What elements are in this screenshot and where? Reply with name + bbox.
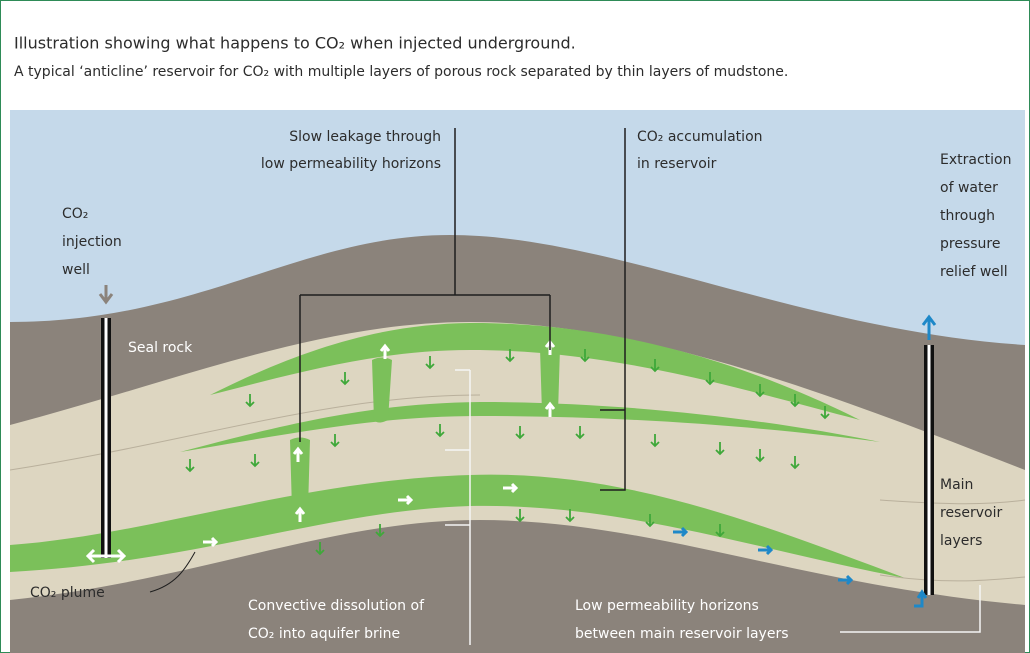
co2-lower — [10, 474, 905, 578]
arrow — [250, 454, 260, 468]
label: reservoir — [940, 505, 1002, 521]
arrow — [758, 544, 774, 556]
label: in reservoir — [637, 156, 717, 172]
arrow — [790, 394, 800, 408]
arrow — [715, 524, 725, 538]
label: Low permeability horizons — [575, 598, 759, 614]
leader-line — [445, 369, 471, 645]
caption-subtitle: A typical ‘anticline’ reservoir for CO₂ … — [14, 64, 788, 80]
relief-well — [914, 314, 937, 608]
label: CO₂ into aquifer brine — [248, 626, 400, 642]
arrow — [705, 372, 715, 386]
arrow — [755, 384, 765, 398]
arrow — [515, 509, 525, 523]
arrow — [575, 426, 585, 440]
arrow — [650, 434, 660, 448]
arrow — [375, 524, 385, 538]
label: relief well — [940, 264, 1008, 280]
arrow — [755, 449, 765, 463]
arrow — [650, 359, 660, 373]
label: CO₂ — [62, 206, 88, 222]
arrow — [505, 349, 515, 363]
label: of water — [940, 180, 998, 196]
leader-line — [600, 128, 626, 491]
arrow — [203, 536, 219, 548]
label: injection — [62, 234, 122, 250]
arrow — [715, 442, 725, 456]
label: Convective dissolution of — [248, 598, 425, 614]
label: between main reservoir layers — [575, 626, 789, 642]
arrow — [379, 343, 391, 359]
co2-middle — [180, 402, 880, 452]
label: Main — [940, 477, 973, 493]
arrow — [294, 506, 306, 522]
injection-well — [85, 285, 127, 564]
label: Seal rock — [128, 340, 193, 356]
arrow — [820, 406, 830, 420]
label: Slow leakage through — [289, 129, 441, 145]
arrow — [435, 424, 445, 438]
flow-arrows — [185, 339, 854, 586]
label: layers — [940, 533, 982, 549]
arrow — [544, 401, 556, 417]
co2-top — [210, 322, 860, 420]
leader-line — [840, 585, 981, 633]
mudstone — [879, 499, 1026, 582]
arrow — [565, 509, 575, 523]
label: low permeability horizons — [261, 156, 441, 172]
arrow — [673, 526, 689, 538]
arrow — [838, 574, 854, 586]
arrow — [503, 482, 519, 494]
arrow — [340, 372, 350, 386]
label: through — [940, 208, 995, 224]
arrow — [580, 349, 590, 363]
arrow — [245, 394, 255, 408]
arrow — [398, 494, 414, 506]
leader-line — [299, 128, 551, 442]
mudstone — [9, 394, 481, 471]
arrow — [330, 434, 340, 448]
label: well — [62, 262, 90, 278]
label: Extraction — [940, 152, 1011, 168]
label: CO₂ accumulation — [637, 129, 763, 145]
arrow — [515, 426, 525, 440]
arrow — [790, 456, 800, 470]
leader-line — [149, 551, 196, 593]
arrow — [292, 446, 304, 462]
arrow — [645, 514, 655, 528]
label: CO₂ plume — [30, 585, 105, 601]
label: pressure — [940, 236, 1000, 252]
caption-title: Illustration showing what happens to CO₂… — [14, 34, 576, 53]
arrow — [185, 459, 195, 473]
arrow — [315, 542, 325, 556]
arrow — [425, 356, 435, 370]
